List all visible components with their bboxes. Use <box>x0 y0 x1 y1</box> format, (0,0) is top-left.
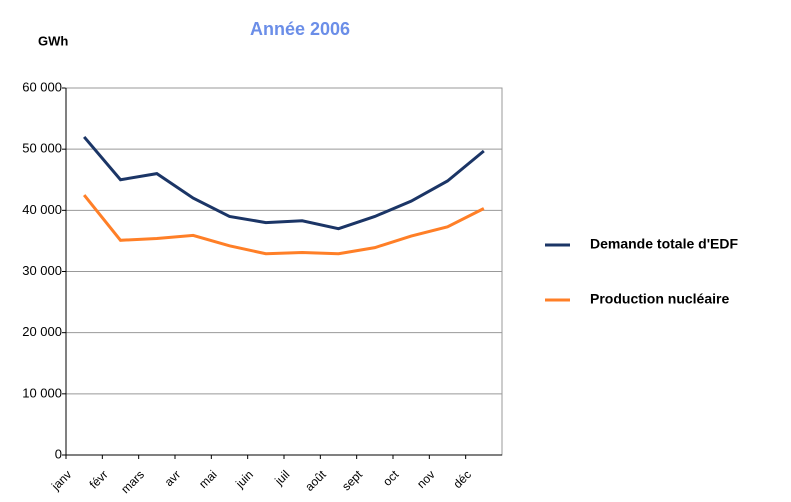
y-axis-label: GWh <box>38 33 68 48</box>
x-tick-label: févr <box>87 467 111 491</box>
x-tick-label: août <box>302 467 329 494</box>
legend-label: Demande totale d'EDF <box>590 236 738 252</box>
x-tick-label: juil <box>271 467 292 488</box>
x-tick-label: nov <box>414 467 438 491</box>
y-tick-label: 30 000 <box>22 263 62 278</box>
series-line <box>83 135 485 231</box>
y-tick-label: 60 000 <box>22 79 62 94</box>
x-tick-label: sept <box>339 467 365 493</box>
x-tick-label: mars <box>118 467 147 496</box>
x-tick-label: déc <box>450 467 474 491</box>
y-tick-label: 20 000 <box>22 324 62 339</box>
x-tick-label: oct <box>380 467 402 489</box>
x-tick-label: mai <box>196 467 220 491</box>
y-tick-label: 50 000 <box>22 141 62 156</box>
x-tick-label: juin <box>232 467 256 491</box>
y-tick-label: 10 000 <box>22 385 62 400</box>
legend-label: Production nucléaire <box>590 291 729 307</box>
x-tick-label: janv <box>48 467 74 493</box>
y-tick-label: 0 <box>55 446 62 461</box>
y-tick-label: 40 000 <box>22 202 62 217</box>
chart-title: Année 2006 <box>250 19 350 39</box>
x-tick-label: avr <box>162 467 184 489</box>
series-line <box>82 194 485 256</box>
